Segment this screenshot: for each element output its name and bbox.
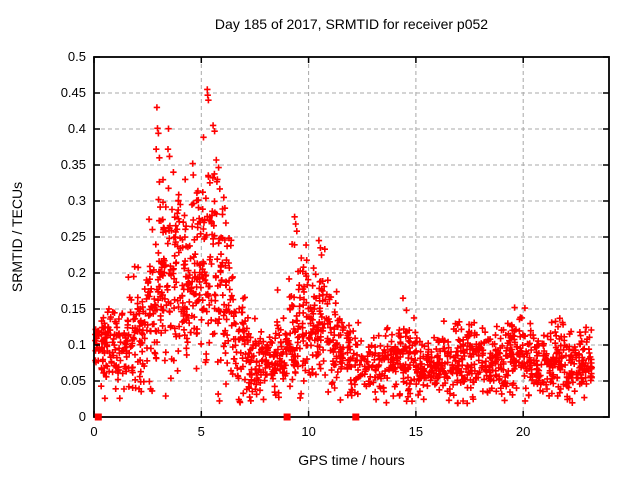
- x-axis-label: GPS time / hours: [298, 452, 405, 468]
- zero-square-marker: [94, 413, 102, 421]
- chart-title: Day 185 of 2017, SRMTID for receiver p05…: [214, 16, 489, 32]
- zero-square-marker: [283, 413, 291, 421]
- zero-square-marker: [352, 413, 360, 421]
- y-tick-label: 0.2: [67, 265, 86, 280]
- x-tick-label: 15: [408, 424, 424, 439]
- y-tick-label: 0: [78, 409, 86, 424]
- y-tick-label: 0.15: [60, 301, 86, 316]
- y-tick-label: 0.1: [67, 337, 86, 352]
- x-tick-label: 10: [301, 424, 316, 439]
- x-tick-label: 5: [197, 424, 205, 439]
- y-tick-label: 0.4: [67, 121, 86, 136]
- y-axis-label: SRMTID / TECUs: [9, 181, 25, 293]
- y-tick-label: 0.5: [67, 49, 86, 64]
- y-tick-label: 0.45: [60, 85, 86, 100]
- y-tick-label: 0.05: [60, 373, 86, 388]
- y-tick-label: 0.35: [60, 157, 86, 172]
- y-tick-label: 0.25: [60, 229, 86, 244]
- x-tick-label: 0: [90, 424, 98, 439]
- scatter-points: [92, 86, 595, 407]
- x-tick-label: 20: [515, 424, 531, 439]
- y-tick-label: 0.3: [67, 193, 86, 208]
